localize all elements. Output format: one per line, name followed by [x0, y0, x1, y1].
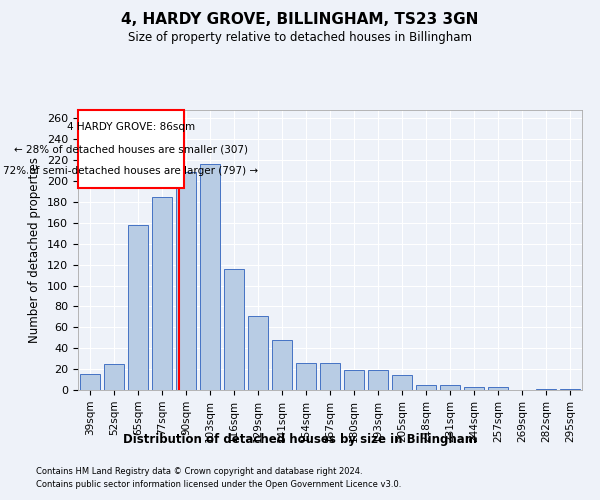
Bar — [176, 172, 196, 390]
Text: Contains HM Land Registry data © Crown copyright and database right 2024.: Contains HM Land Registry data © Crown c… — [36, 468, 362, 476]
Y-axis label: Number of detached properties: Number of detached properties — [28, 157, 41, 343]
Text: 72% of semi-detached houses are larger (797) →: 72% of semi-detached houses are larger (… — [3, 166, 259, 176]
Bar — [320, 363, 340, 390]
Bar — [224, 269, 244, 390]
Bar — [536, 389, 556, 390]
Bar — [344, 370, 364, 390]
Bar — [416, 385, 436, 390]
Text: 4, HARDY GROVE, BILLINGHAM, TS23 3GN: 4, HARDY GROVE, BILLINGHAM, TS23 3GN — [121, 12, 479, 28]
Bar — [152, 196, 172, 390]
Bar — [80, 374, 100, 390]
Bar — [464, 387, 484, 390]
Text: 4 HARDY GROVE: 86sqm: 4 HARDY GROVE: 86sqm — [67, 122, 195, 132]
Bar — [560, 389, 580, 390]
Bar — [272, 340, 292, 390]
Bar — [296, 363, 316, 390]
Bar — [200, 164, 220, 390]
Bar — [368, 370, 388, 390]
Bar — [488, 387, 508, 390]
Bar — [248, 316, 268, 390]
Text: Size of property relative to detached houses in Billingham: Size of property relative to detached ho… — [128, 31, 472, 44]
Bar — [440, 385, 460, 390]
Bar — [392, 376, 412, 390]
Text: Distribution of detached houses by size in Billingham: Distribution of detached houses by size … — [123, 432, 477, 446]
Text: ← 28% of detached houses are smaller (307): ← 28% of detached houses are smaller (30… — [14, 144, 248, 154]
Bar — [128, 225, 148, 390]
Text: Contains public sector information licensed under the Open Government Licence v3: Contains public sector information licen… — [36, 480, 401, 489]
Bar — [104, 364, 124, 390]
